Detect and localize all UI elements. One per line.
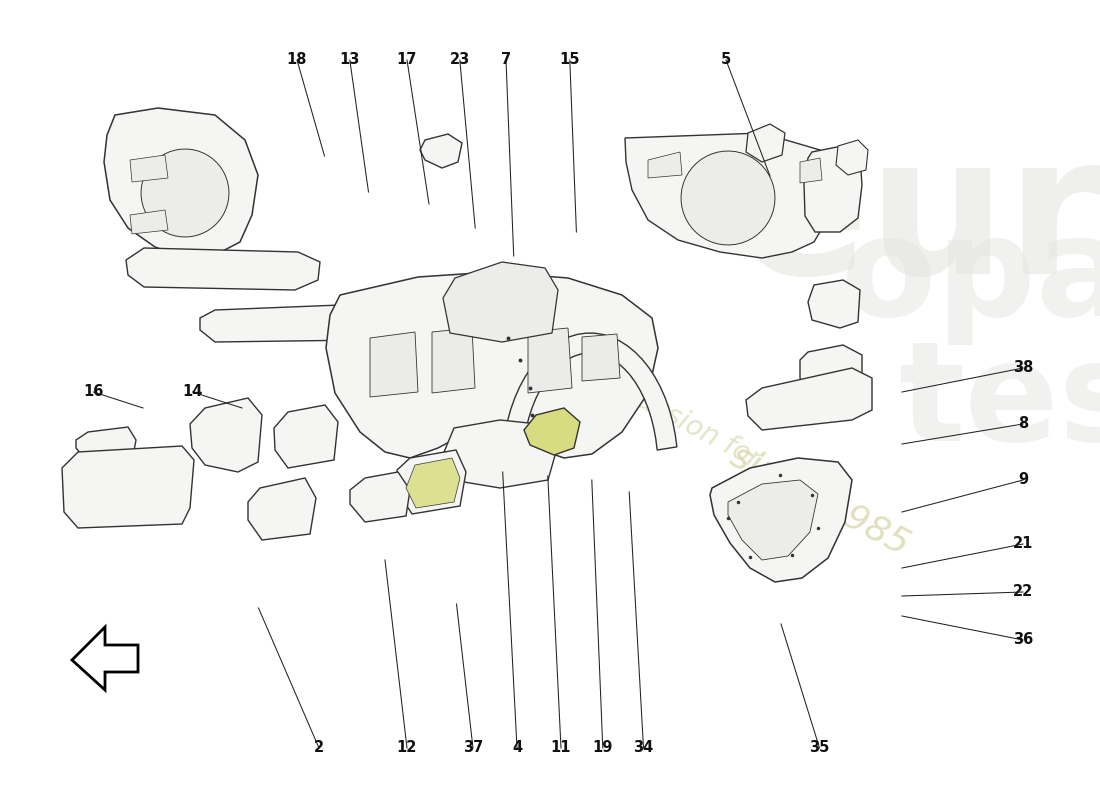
Text: 23: 23 [450, 53, 470, 67]
Text: 15: 15 [560, 53, 580, 67]
Text: 11: 11 [551, 741, 571, 755]
Polygon shape [420, 134, 462, 168]
Polygon shape [141, 149, 229, 237]
Polygon shape [326, 272, 658, 458]
Text: 8: 8 [1018, 417, 1028, 431]
Polygon shape [800, 158, 822, 183]
Polygon shape [76, 427, 136, 462]
Text: 35: 35 [810, 741, 829, 755]
Text: 21: 21 [1013, 537, 1033, 551]
Polygon shape [746, 124, 785, 162]
Polygon shape [126, 248, 320, 290]
Polygon shape [503, 333, 676, 450]
Polygon shape [804, 146, 862, 232]
Text: 17: 17 [397, 53, 417, 67]
Text: eur: eur [737, 126, 1100, 314]
Text: 14: 14 [183, 385, 202, 399]
Polygon shape [130, 210, 168, 234]
Polygon shape [350, 472, 410, 522]
Polygon shape [72, 627, 138, 690]
Text: 38: 38 [1013, 361, 1033, 375]
Polygon shape [528, 328, 572, 393]
Text: 7: 7 [500, 53, 512, 67]
Text: 9: 9 [1018, 473, 1028, 487]
Polygon shape [710, 458, 852, 582]
Polygon shape [728, 480, 818, 560]
Text: 4: 4 [512, 741, 522, 755]
Polygon shape [444, 420, 556, 488]
Text: a passion for: a passion for [594, 366, 766, 474]
Polygon shape [190, 398, 262, 472]
Text: 37: 37 [463, 741, 483, 755]
Text: opar
tes: opar tes [842, 210, 1100, 470]
Polygon shape [524, 408, 580, 455]
Text: 34: 34 [634, 741, 653, 755]
Text: 5: 5 [720, 53, 732, 67]
Polygon shape [746, 368, 872, 430]
Text: 36: 36 [1013, 633, 1033, 647]
Text: 12: 12 [397, 741, 417, 755]
Polygon shape [274, 405, 338, 468]
Polygon shape [625, 133, 832, 258]
Polygon shape [104, 108, 258, 257]
Polygon shape [406, 458, 460, 508]
Polygon shape [808, 280, 860, 328]
Polygon shape [681, 151, 776, 245]
Polygon shape [836, 140, 868, 175]
Polygon shape [432, 328, 475, 393]
Text: 2: 2 [314, 741, 324, 755]
Polygon shape [62, 446, 194, 528]
Text: since 1985: since 1985 [725, 438, 915, 562]
Text: 13: 13 [340, 53, 360, 67]
Text: 16: 16 [84, 385, 103, 399]
Polygon shape [370, 332, 418, 397]
Text: 19: 19 [593, 741, 613, 755]
Text: 18: 18 [287, 53, 307, 67]
Polygon shape [648, 152, 682, 178]
Polygon shape [200, 298, 530, 342]
Polygon shape [130, 155, 168, 182]
Polygon shape [397, 450, 466, 514]
Polygon shape [582, 334, 620, 381]
Polygon shape [800, 345, 862, 405]
Polygon shape [248, 478, 316, 540]
Polygon shape [443, 262, 558, 342]
Text: 22: 22 [1013, 585, 1033, 599]
